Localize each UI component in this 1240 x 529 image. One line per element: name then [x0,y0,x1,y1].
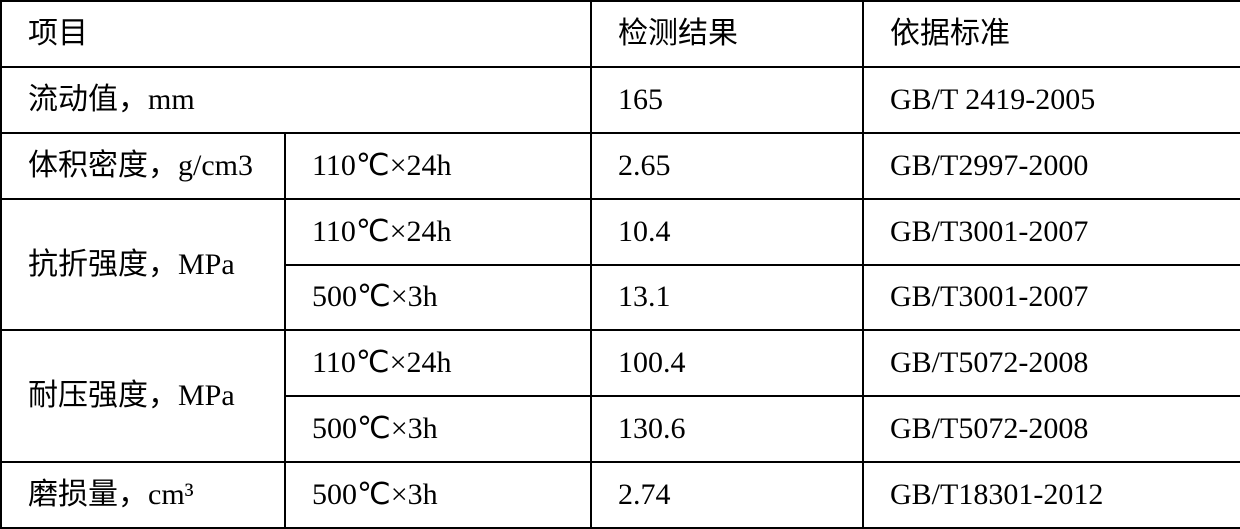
table-row: 耐压强度，MPa 110℃×24h 100.4 GB/T5072-2008 [1,330,1240,396]
cell-label: 流动值，mm [1,67,591,133]
table-header-row: 项目 检测结果 依据标准 [1,1,1240,67]
cell-condition: 500℃×3h [285,462,591,528]
cell-condition: 110℃×24h [285,330,591,396]
cell-label: 耐压强度，MPa [1,330,285,462]
table-row: 磨损量，cm³ 500℃×3h 2.74 GB/T18301-2012 [1,462,1240,528]
cell-condition: 110℃×24h [285,133,591,199]
cell-condition: 110℃×24h [285,199,591,265]
header-item: 项目 [1,1,591,67]
cell-condition: 500℃×3h [285,265,591,331]
cell-result: 130.6 [591,396,863,462]
results-table-container: 项目 检测结果 依据标准 流动值，mm 165 GB/T 2419-2005 体… [0,0,1240,529]
cell-result: 10.4 [591,199,863,265]
cell-label: 抗折强度，MPa [1,199,285,331]
table-row: 抗折强度，MPa 110℃×24h 10.4 GB/T3001-2007 [1,199,1240,265]
cell-label: 体积密度，g/cm3 [1,133,285,199]
results-table: 项目 检测结果 依据标准 流动值，mm 165 GB/T 2419-2005 体… [0,0,1240,529]
header-standard: 依据标准 [863,1,1240,67]
cell-label: 磨损量，cm³ [1,462,285,528]
cell-standard: GB/T3001-2007 [863,265,1240,331]
cell-standard: GB/T 2419-2005 [863,67,1240,133]
cell-condition: 500℃×3h [285,396,591,462]
cell-result: 100.4 [591,330,863,396]
cell-result: 165 [591,67,863,133]
cell-standard: GB/T5072-2008 [863,330,1240,396]
header-result: 检测结果 [591,1,863,67]
cell-standard: GB/T3001-2007 [863,199,1240,265]
table-row: 流动值，mm 165 GB/T 2419-2005 [1,67,1240,133]
cell-standard: GB/T18301-2012 [863,462,1240,528]
cell-result: 13.1 [591,265,863,331]
cell-result: 2.74 [591,462,863,528]
cell-result: 2.65 [591,133,863,199]
table-row: 体积密度，g/cm3 110℃×24h 2.65 GB/T2997-2000 [1,133,1240,199]
cell-standard: GB/T2997-2000 [863,133,1240,199]
cell-standard: GB/T5072-2008 [863,396,1240,462]
